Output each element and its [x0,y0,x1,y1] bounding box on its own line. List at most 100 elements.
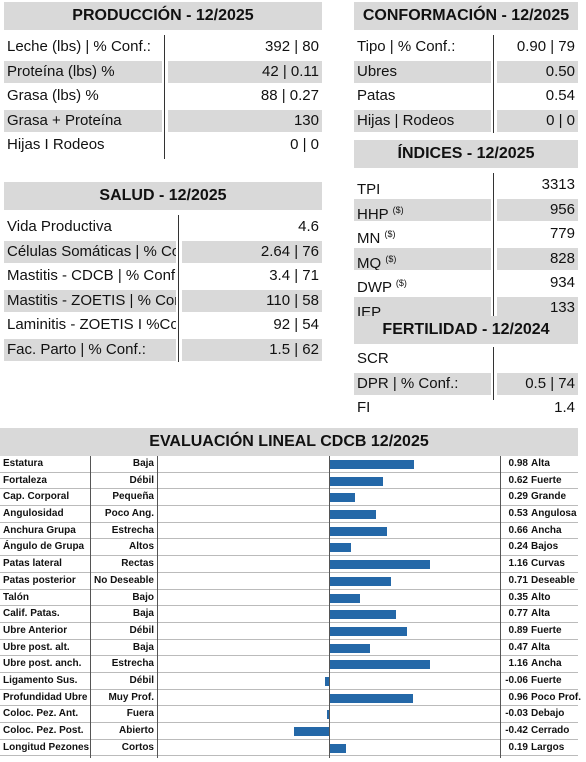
lineal-trait: Ubre Anterior [3,624,68,636]
lineal-bar [330,743,347,753]
salud-label-text: Mastitis - ZOETIS | % Conf.: [7,291,176,309]
fertilidad-row: FI 1.4 [354,396,578,421]
conformacion-label: Hijas | Rodeos [354,109,491,132]
indices-label: MN ($) [354,223,491,246]
fertilidad-panel: FERTILIDAD - 12/2024 SCR DPR | % Conf.: 0.… [354,316,578,421]
indices-row: MN ($) 779 [354,222,578,247]
lineal-high-label: Angulosa [531,508,577,520]
fertilidad-row: SCR [354,347,578,372]
lineal-trait: Ángulo de Grupa [3,541,85,553]
lineal-bar [330,660,430,670]
produccion-title: PRODUCCIÓN - 12/2025 [4,2,322,30]
lineal-trait: Profundidad Ubre [3,691,88,703]
fertilidad-label: DPR | % Conf.: [354,372,491,395]
lineal-bar [330,560,430,570]
produccion-value: 392 | 80 [265,38,319,55]
produccion-label-text: Hijas I Rodeos [7,136,105,153]
salud-value: 2.64 | 76 [182,240,322,263]
lineal-trait: Calif. Patas. [3,608,60,620]
lineal-value: -0.42 [505,725,528,736]
lineal-bar [330,593,361,603]
salud-label-text: Fac. Parto | % Conf.: [7,340,146,358]
salud-label: Vida Productiva [4,216,176,239]
produccion-row: Leche (lbs) | % Conf.: 392 | 80 [4,35,322,60]
produccion-value: 0 | 0 [290,136,319,153]
lineal-row: Ubre Anterior Débil 0.89 Fuerte [0,623,586,640]
lineal-trait: Patas posterior [3,574,76,586]
produccion-label: Hijas I Rodeos [4,134,162,157]
lineal-trait: Coloc. Pez. Ant. [3,708,79,720]
lineal-low-label: Estrecha [111,524,154,536]
indices-panel: ÍNDICES - 12/2025 TPI 3313 HHP ($) 956 MN (… [354,140,578,320]
lineal-low-label: Poco Ang. [104,508,154,520]
indices-label: MQ ($) [354,247,491,270]
indices-label-text: DWP [357,279,392,295]
evaluacion-lineal-title: EVALUACIÓN LINEAL CDCB 12/2025 [0,428,578,456]
lineal-value: 0.71 [508,574,528,586]
conformacion-row: Patas 0.54 [354,84,578,109]
salud-label: Mastitis - ZOETIS | % Conf.: [4,289,176,312]
lineal-high-label: Curvas [531,558,565,570]
produccion-row: Hijas I Rodeos 0 | 0 [4,133,322,158]
lineal-bar [330,460,415,469]
lineal-low-label: Estrecha [111,658,154,670]
salud-value: 110 | 58 [182,289,322,312]
salud-label: Mastitis - CDCB | % Conf.: [4,265,176,288]
salud-label-text: Laminitis - ZOETIS I %Conf.: [7,316,176,333]
lineal-bar [330,643,371,653]
fertilidad-value [497,348,578,371]
salud-row: Vida Productiva 4.6 [4,215,322,240]
lineal-bar [330,526,387,536]
lineal-row: Ligamento Sus. Débil -0.06 Fuerte [0,673,586,690]
fertilidad-rows: SCR DPR | % Conf.: 0.5 | 74 FI 1.4 [354,347,578,421]
conformacion-label-text: Ubres [357,62,398,80]
indices-row: MQ ($) 828 [354,247,578,272]
salud-row: Laminitis - ZOETIS I %Conf.: 92 | 54 [4,313,322,338]
lineal-trait: Angulosidad [3,508,64,520]
salud-label-text: Mastitis - CDCB | % Conf.: [7,267,176,284]
salud-value: 92 | 54 [273,316,319,333]
lineal-value: 1.16 [508,558,528,570]
lineal-high-label: Fuerte [531,624,562,636]
produccion-value: 130 [168,109,322,132]
lineal-high-label: Ancha [531,524,562,536]
lineal-trait: Ubre post. alt. [3,641,70,653]
fertilidad-label-text: DPR | % Conf.: [357,374,459,392]
lineal-trait: Cap. Corporal [3,491,70,503]
lineal-low-label: Pequeña [112,491,154,503]
lineal-low-label: Rectas [121,558,154,570]
conformacion-value: 0 | 0 [497,109,578,132]
conformacion-label-text: Hijas | Rodeos [357,111,455,129]
produccion-value: 42 | 0.11 [168,60,322,83]
salud-value: 3.4 | 71 [269,267,319,284]
lineal-row: Ubre post. anch. Estrecha 1.16 Ancha [0,656,586,673]
salud-value: 1.5 | 62 [182,338,322,361]
indices-label-text: MN [357,230,381,246]
lineal-value: 0.62 [508,474,528,486]
produccion-value: 88 | 0.27 [260,87,319,104]
lineal-row: Talón Bajo 0.35 Alto [0,590,586,607]
lineal-row: Coloc. Pez. Ant. Fuera -0.03 Debajo [0,706,586,723]
lineal-row: Cap. Corporal Pequeña 0.29 Grande [0,489,586,507]
indices-label-sup: ($) [385,253,397,264]
produccion-rows: Leche (lbs) | % Conf.: 392 | 80 Proteína (… [4,35,322,158]
lineal-low-label: Baja [132,641,154,653]
fertilidad-label-text: FI [357,399,371,416]
indices-row: TPI 3313 [354,173,578,198]
indices-label-sup: ($) [395,278,407,288]
salud-panel: SALUD - 12/2025 Vida Productiva 4.6 Célula… [4,182,322,362]
produccion-row: Grasa (lbs) % 88 | 0.27 [4,84,322,109]
lineal-low-label: Baja [132,458,154,469]
fertilidad-row: DPR | % Conf.: 0.5 | 74 [354,372,578,397]
conformacion-label: Patas [354,85,491,108]
lineal-bar [330,493,355,503]
lineal-trait: Fortaleza [3,474,47,486]
lineal-bar [293,727,330,736]
indices-label: DWP ($) [354,272,491,295]
salud-label-text: Células Somáticas | % Conf.: [7,242,176,260]
lineal-value: 0.53 [508,508,528,520]
conformacion-title: CONFORMACIÓN - 12/2025 [354,2,578,30]
evaluacion-lineal-rows: Estatura Baja 0.98 Alta Fortaleza Débil 0.62 Fu… [0,456,586,757]
lineal-value: 0.35 [508,591,528,603]
lineal-trait: Ubre post. anch. [3,658,82,670]
